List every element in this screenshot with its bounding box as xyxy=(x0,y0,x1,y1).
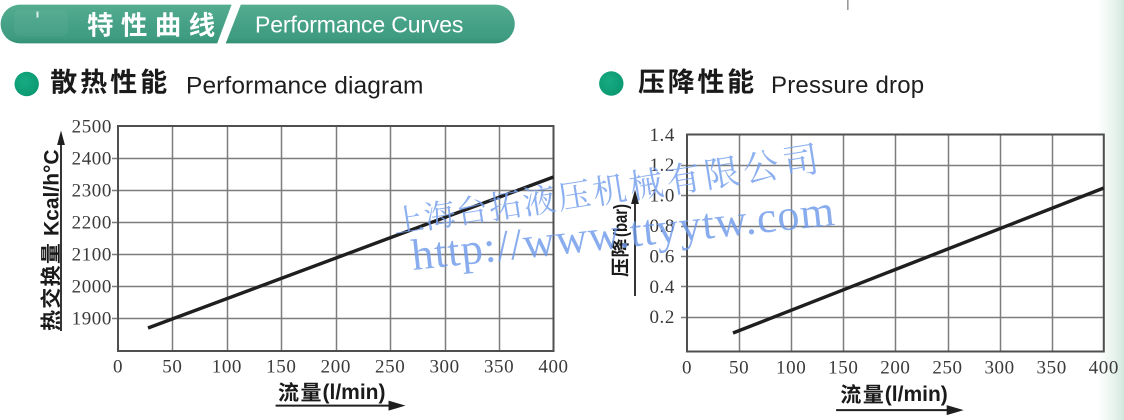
svg-text:1900: 1900 xyxy=(72,308,112,329)
svg-text:300: 300 xyxy=(429,356,459,377)
svg-text:Performance Curves: Performance Curves xyxy=(255,12,463,38)
svg-text:200: 200 xyxy=(880,357,910,378)
svg-text:250: 250 xyxy=(375,356,405,377)
svg-text:50: 50 xyxy=(162,356,182,377)
svg-text:2000: 2000 xyxy=(72,276,112,297)
svg-text:2300: 2300 xyxy=(72,180,112,201)
svg-text:2400: 2400 xyxy=(72,148,112,169)
svg-text:350: 350 xyxy=(1037,357,1067,378)
svg-text:400: 400 xyxy=(538,356,568,377)
svg-text:0.2: 0.2 xyxy=(649,307,675,328)
svg-text:250: 250 xyxy=(932,357,962,378)
svg-text:Kcal/h°C: Kcal/h°C xyxy=(40,149,63,236)
svg-text:150: 150 xyxy=(266,356,296,377)
svg-text:2500: 2500 xyxy=(72,116,112,137)
svg-text:0.8: 0.8 xyxy=(649,216,675,237)
svg-text:Performance diagram: Performance diagram xyxy=(186,73,423,100)
svg-text:2200: 2200 xyxy=(72,212,112,233)
svg-text:0: 0 xyxy=(113,356,123,377)
svg-text:100: 100 xyxy=(776,357,806,378)
svg-text:350: 350 xyxy=(484,356,514,377)
svg-text:1.2: 1.2 xyxy=(649,155,675,176)
svg-text:200: 200 xyxy=(321,356,351,377)
svg-text:(l/min): (l/min) xyxy=(885,383,948,406)
svg-text:0.4: 0.4 xyxy=(649,277,675,298)
svg-text:100: 100 xyxy=(212,356,242,377)
svg-text:1.4: 1.4 xyxy=(649,125,675,146)
svg-text:400: 400 xyxy=(1089,357,1119,378)
svg-text:300: 300 xyxy=(984,357,1014,378)
svg-text:150: 150 xyxy=(828,357,858,378)
svg-text:(bar): (bar) xyxy=(611,204,632,237)
svg-text:0.6: 0.6 xyxy=(649,246,675,267)
svg-text:Pressure drop: Pressure drop xyxy=(771,72,924,99)
svg-text:0: 0 xyxy=(682,357,692,378)
svg-text:(l/min): (l/min) xyxy=(323,381,386,404)
svg-text:2100: 2100 xyxy=(72,244,112,265)
svg-text:50: 50 xyxy=(729,357,749,378)
